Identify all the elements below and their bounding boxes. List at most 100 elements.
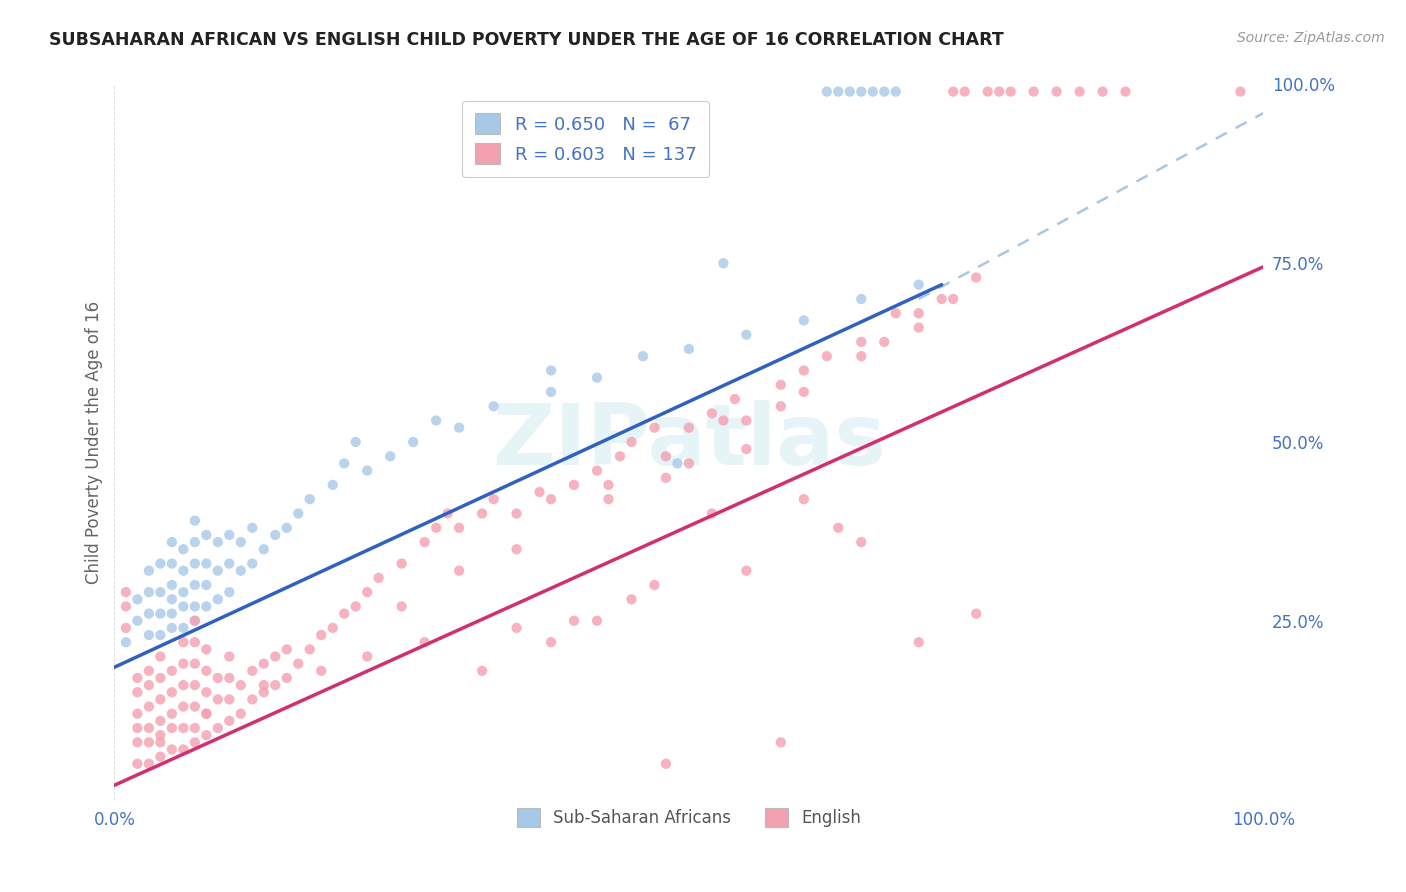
Point [344, 434, 367, 449]
Point [793, 363, 815, 377]
Point [425, 413, 447, 427]
Point [218, 585, 240, 599]
Point [127, 614, 149, 628]
Point [127, 756, 149, 771]
Point [195, 706, 218, 721]
Point [391, 599, 413, 614]
Point [138, 735, 160, 749]
Point [138, 756, 160, 771]
Point [1229, 85, 1251, 99]
Point [184, 657, 207, 671]
Point [138, 699, 160, 714]
Point [678, 342, 700, 356]
Point [160, 706, 183, 721]
Point [586, 370, 609, 384]
Point [160, 664, 183, 678]
Point [138, 607, 160, 621]
Point [195, 578, 218, 592]
Point [851, 334, 873, 349]
Point [413, 635, 436, 649]
Point [160, 685, 183, 699]
Point [149, 671, 172, 685]
Point [380, 450, 402, 464]
Point [965, 607, 987, 621]
Point [184, 699, 207, 714]
Point [735, 413, 758, 427]
Point [988, 85, 1011, 99]
Point [769, 735, 792, 749]
Point [540, 635, 562, 649]
Point [529, 485, 551, 500]
Point [149, 728, 172, 742]
Point [724, 392, 747, 406]
Point [505, 621, 527, 635]
Point [735, 442, 758, 457]
Point [149, 692, 172, 706]
Point [631, 349, 654, 363]
Point [115, 621, 138, 635]
Point [793, 492, 815, 507]
Point [815, 85, 838, 99]
Point [287, 507, 309, 521]
Point [678, 420, 700, 434]
Text: ZIPatlas: ZIPatlas [492, 401, 886, 483]
Point [976, 85, 998, 99]
Point [240, 521, 263, 535]
Point [149, 735, 172, 749]
Point [873, 334, 896, 349]
Point [127, 592, 149, 607]
Point [172, 621, 194, 635]
Point [609, 450, 631, 464]
Point [942, 292, 965, 306]
Point [195, 706, 218, 721]
Point [907, 306, 929, 320]
Point [298, 642, 321, 657]
Point [884, 306, 907, 320]
Point [333, 607, 356, 621]
Point [735, 564, 758, 578]
Point [195, 642, 218, 657]
Point [620, 434, 643, 449]
Point [471, 664, 494, 678]
Point [138, 664, 160, 678]
Point [907, 277, 929, 292]
Point [873, 85, 896, 99]
Point [700, 507, 723, 521]
Point [160, 578, 183, 592]
Point [138, 678, 160, 692]
Point [562, 614, 585, 628]
Point [184, 614, 207, 628]
Point [127, 735, 149, 749]
Point [562, 478, 585, 492]
Point [160, 557, 183, 571]
Point [276, 521, 298, 535]
Point [172, 699, 194, 714]
Point [149, 607, 172, 621]
Point [425, 521, 447, 535]
Point [471, 507, 494, 521]
Point [862, 85, 884, 99]
Point [160, 607, 183, 621]
Point [207, 692, 229, 706]
Point [149, 649, 172, 664]
Point [851, 349, 873, 363]
Point [264, 649, 287, 664]
Point [965, 270, 987, 285]
Point [149, 585, 172, 599]
Point [598, 478, 620, 492]
Point [160, 721, 183, 735]
Point [240, 557, 263, 571]
Point [449, 564, 471, 578]
Point [229, 564, 252, 578]
Point [172, 657, 194, 671]
Point [115, 599, 138, 614]
Point [713, 256, 735, 270]
Point [449, 521, 471, 535]
Point [172, 635, 194, 649]
Point [218, 692, 240, 706]
Point [505, 507, 527, 521]
Point [851, 85, 873, 99]
Point [436, 507, 458, 521]
Point [240, 692, 263, 706]
Point [172, 542, 194, 557]
